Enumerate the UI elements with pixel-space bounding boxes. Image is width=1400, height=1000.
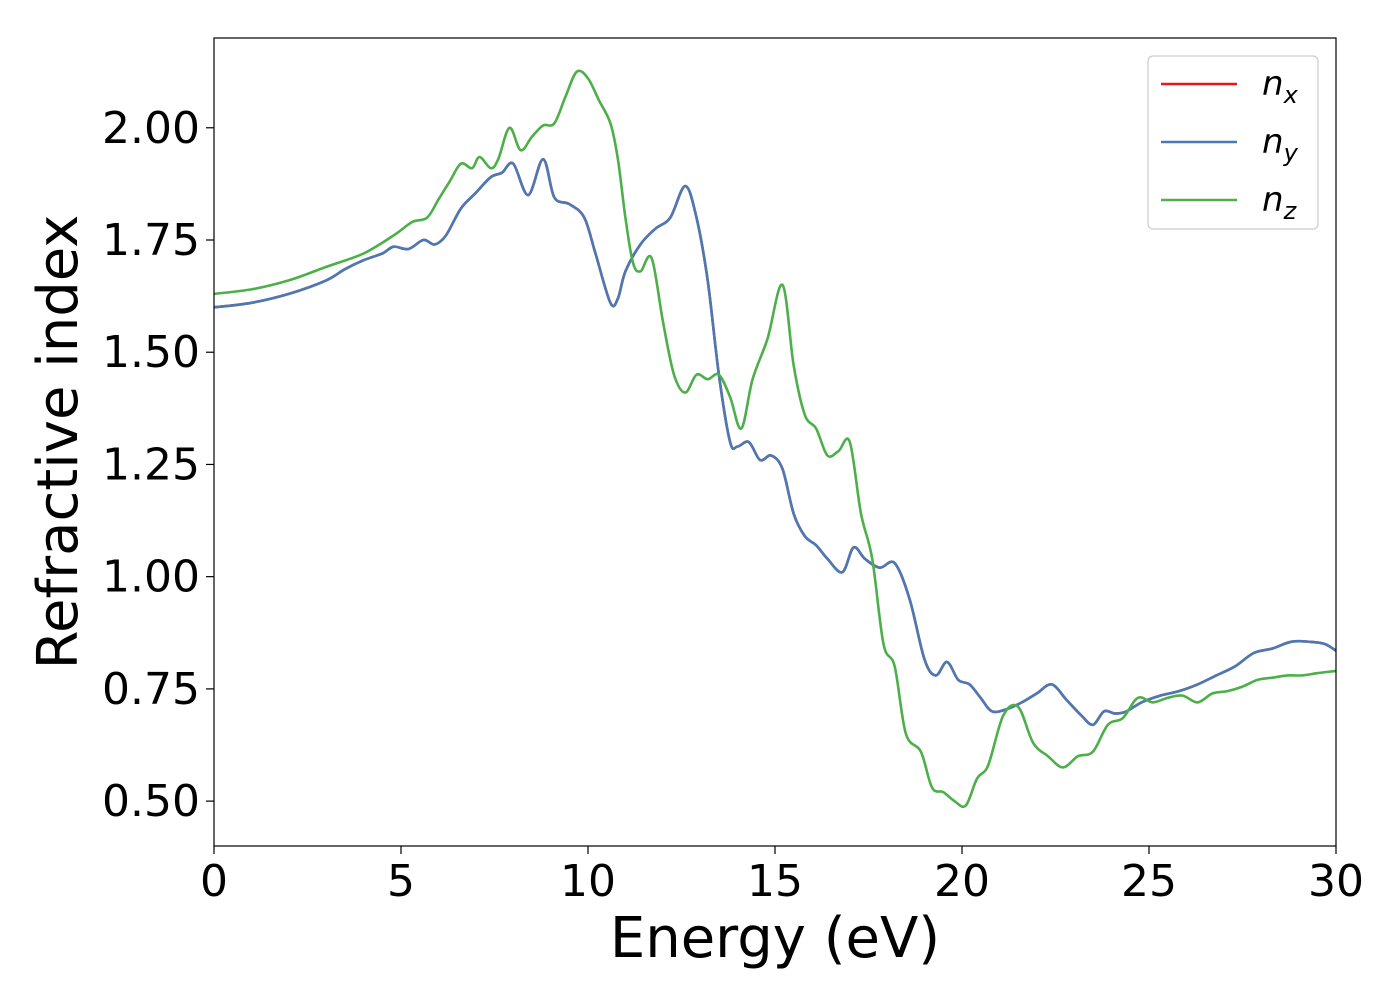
x-tick-label: 15 [747, 856, 803, 907]
legend: nx ny nz [1147, 55, 1319, 230]
x-tick-label: 30 [1308, 856, 1364, 907]
y-tick-label: 2.00 [102, 103, 200, 154]
y-axis-title: Refractive index [26, 215, 91, 670]
legend-label-x: nx [1262, 64, 1299, 109]
x-tick-label: 0 [200, 856, 228, 907]
legend-label-y: ny [1262, 122, 1299, 167]
x-tick-label: 5 [387, 856, 415, 907]
y-tick-label: 1.50 [102, 327, 200, 378]
y-tick-label: 0.50 [102, 776, 200, 827]
y-axis: 0.50 0.75 1.00 1.25 1.50 1.75 2.00 [102, 103, 214, 827]
y-tick-label: 1.00 [102, 552, 200, 603]
x-tick-label: 20 [934, 856, 990, 907]
series-line-z [214, 69, 1336, 809]
series-layer [214, 69, 1336, 809]
x-axis-title: Energy (eV) [610, 906, 940, 971]
y-tick-label: 1.25 [102, 439, 200, 490]
y-tick-label: 1.75 [102, 215, 200, 266]
x-tick-label: 10 [560, 856, 616, 907]
y-tick-label: 0.75 [102, 664, 200, 715]
legend-label-z: nz [1262, 180, 1298, 225]
x-axis: 0 5 10 15 20 25 30 [200, 846, 1364, 907]
series-line-y [214, 157, 1336, 727]
x-tick-label: 25 [1121, 856, 1177, 907]
